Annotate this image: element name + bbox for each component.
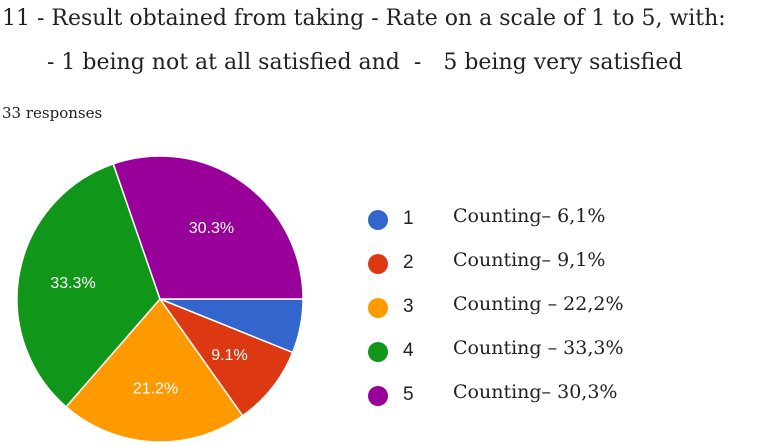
chart-title-line-1: 11 - Result obtained from taking - Rate …: [2, 6, 726, 31]
legend-swatch-4: [368, 342, 388, 362]
legend-label-2: 2: [403, 252, 414, 273]
legend-swatch-3: [368, 298, 388, 318]
legend-note-1: Counting– 6,1%: [453, 205, 606, 227]
chart-title-line-2: - 1 being not at all satisfied and -5 bei…: [47, 50, 682, 75]
response-count: 33 responses: [2, 104, 103, 122]
title-line-2-separator: -: [413, 50, 422, 75]
pie-slice-5: [112, 155, 304, 300]
title-line-2-part-b: 5 being very satisfied: [443, 50, 683, 75]
title-line-2-part-a: - 1 being not at all satisfied and: [47, 50, 400, 75]
legend-swatch-1: [368, 210, 388, 230]
legend-label-3: 3: [403, 296, 414, 317]
legend-label-1: 1: [403, 208, 414, 229]
legend-note-3: Counting – 22,2%: [453, 293, 624, 315]
legend-label-4: 4: [403, 340, 414, 361]
pie-chart: 9.1% 21.2% 33.3% 30.3%: [16, 155, 304, 443]
legend-swatch-2: [368, 254, 388, 274]
pie-label-5: 30.3%: [189, 220, 234, 237]
legend-label-5: 5: [403, 384, 414, 405]
legend-swatch-5: [368, 386, 388, 406]
pie-label-4: 33.3%: [50, 275, 95, 292]
pie-label-2: 9.1%: [211, 347, 247, 364]
legend-note-5: Counting– 30,3%: [453, 381, 618, 403]
pie-slice-3: [65, 297, 244, 443]
legend-note-2: Counting– 9,1%: [453, 249, 606, 271]
legend-note-4: Counting – 33,3%: [453, 337, 624, 359]
pie-slice-4: [16, 162, 161, 408]
pie-slice-2: [157, 297, 294, 417]
pie-label-3: 21.2%: [133, 381, 178, 398]
